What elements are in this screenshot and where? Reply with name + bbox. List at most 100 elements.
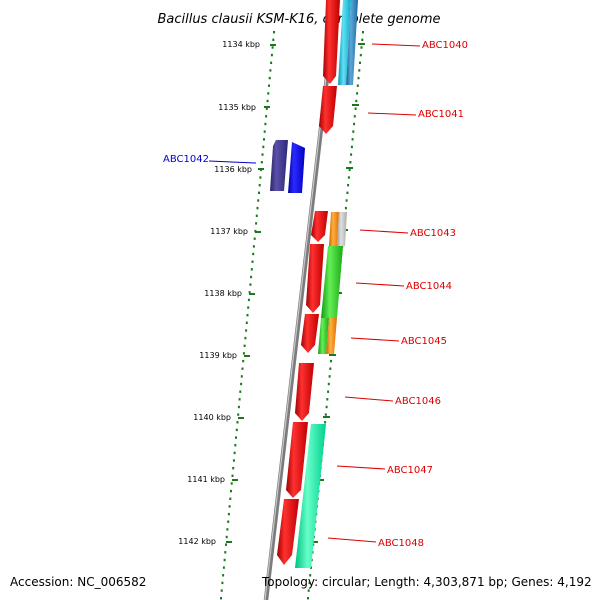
feature-red-1[interactable] [323,0,340,84]
feature-gray[interactable] [337,212,347,246]
genome-title: Bacillus clausii KSM-K16, complete genom… [157,12,440,27]
scale-dot [353,122,356,126]
scale-dot [258,191,260,194]
accession-text: Accession: NC_006582 [10,575,146,589]
scale-dot [307,597,309,600]
feature-orange-2[interactable] [326,318,337,354]
topology-text: Topology: circular; Length: 4,303,871 bp… [261,575,592,589]
scale-dot [241,367,244,370]
leader-line [327,537,377,543]
scale-dot [325,405,328,409]
feature-green-1[interactable] [321,246,343,318]
feature-red-6[interactable] [295,363,314,421]
feature-red-4[interactable] [306,244,324,313]
scale-dot [345,199,348,202]
scale-dot [237,405,240,409]
feature-steel[interactable] [346,0,358,85]
tick-label: 1139 kbp [199,351,237,360]
gene-label-abc1044[interactable]: ABC1044 [406,281,452,292]
scale-dot [350,153,353,156]
feature-mint[interactable] [295,424,326,568]
scale-dot [324,413,327,416]
scale-dot [330,359,332,363]
scale-dot [258,184,261,187]
scale-dot [253,237,256,240]
scale-dot [307,589,310,592]
leader-line [355,282,405,287]
leader-line [350,337,400,342]
scale-dot [232,467,235,470]
feature-red-3[interactable] [311,211,328,242]
scale-dot [347,176,350,179]
leader-line [367,112,417,116]
feature-red-2[interactable] [319,86,337,134]
scale-dot [227,512,230,516]
scale-dot [267,92,270,95]
gene-label-abc1043[interactable]: ABC1043 [410,228,456,239]
feature-blue[interactable] [288,142,305,193]
scale-dot [270,61,273,64]
gene-label-abc1041[interactable]: ABC1041 [418,109,464,120]
feature-orange-1[interactable] [329,212,339,246]
scale-dot [224,551,227,554]
gene-label-abc1046[interactable]: ABC1046 [395,396,441,407]
scale-dot [245,329,248,332]
scale-dot [230,482,233,485]
scale-dot [225,543,227,546]
scale-dot [268,84,270,87]
scale-dot [347,184,350,187]
scale-dot [243,344,246,347]
scale-dot [359,53,362,57]
feature-red-8[interactable] [277,499,299,565]
gene-label-abc1048[interactable]: ABC1048 [378,538,424,549]
scale-dot [220,589,223,592]
gene-labels: ABC1040 ABC1041 ABC1042 ABC1043 ABC1044 … [163,40,468,549]
scale-dot [251,260,254,263]
scale-dot [356,92,359,95]
scale-dot [249,283,252,286]
scale-dot [344,206,347,210]
scale-dot [360,46,363,49]
scale-dot [355,99,358,103]
scale-dot [225,535,228,539]
left-scale-ring [220,31,275,600]
scale-dot [252,245,255,248]
feature-green-2[interactable] [318,318,329,354]
scale-dot [246,314,249,317]
leader-line [208,160,257,164]
scale-dot [229,497,232,500]
tick-label: 1141 kbp [187,475,225,484]
scale-dot [352,130,355,133]
tick-label: 1138 kbp [204,289,242,298]
gene-label-abc1042[interactable]: ABC1042 [163,154,209,165]
gene-label-abc1047[interactable]: ABC1047 [387,465,433,476]
tick-label: 1134 kbp [222,40,260,49]
scale-dot [351,138,354,141]
feature-red-7[interactable] [286,422,308,498]
scale-dot [269,69,272,72]
scale-dot [263,130,266,133]
feature-cyan[interactable] [338,0,351,85]
feature-navy[interactable] [270,140,288,191]
scale-dot [233,451,236,455]
tick-label: 1136 kbp [214,165,252,174]
scale-dot [235,428,238,432]
scale-dot [240,382,243,386]
leader-line [371,43,421,47]
gene-label-abc1045[interactable]: ABC1045 [401,336,447,347]
scale-dot [250,275,253,279]
scale-dot [353,115,356,118]
scale-dot [262,145,265,149]
scale-dot [247,306,250,309]
scale-dot [256,206,259,210]
scale-dot [231,474,234,477]
scale-dot [273,31,275,34]
scale-dot [237,413,240,416]
scale-dot [326,398,329,401]
scale-dot [228,505,231,508]
scale-dot [263,138,265,141]
gene-label-abc1040[interactable]: ABC1040 [422,40,468,51]
feature-red-5[interactable] [301,314,319,353]
tick-label: 1135 kbp [218,103,256,112]
scale-dot [221,581,224,585]
